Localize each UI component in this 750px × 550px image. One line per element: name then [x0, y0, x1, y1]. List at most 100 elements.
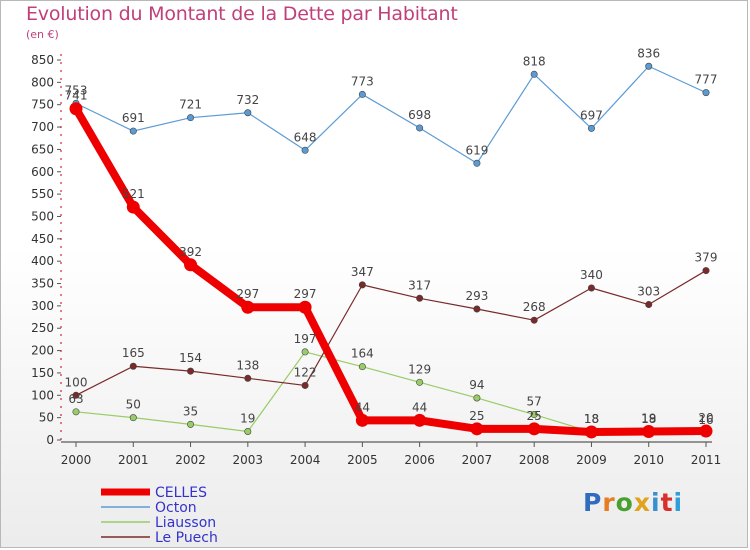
data-label: 18 [584, 412, 599, 426]
chart-unit: (en €) [26, 28, 59, 41]
y-tick-label: 50 [39, 411, 54, 425]
data-label: 25 [527, 409, 542, 423]
data-point [129, 362, 137, 370]
data-point [527, 422, 541, 436]
data-label: 648 [294, 130, 317, 144]
data-point [187, 114, 195, 122]
data-point [530, 411, 538, 419]
data-label: 18 [641, 412, 656, 426]
data-label: 100 [65, 375, 88, 389]
data-label: 697 [580, 108, 603, 122]
data-label: 698 [408, 108, 431, 122]
data-point [530, 70, 538, 78]
data-label: 20 [698, 411, 713, 425]
data-point [126, 200, 140, 214]
y-tick-label: 450 [31, 232, 54, 246]
proxiti-logo: Proxiti [583, 488, 683, 517]
data-label: 44 [355, 400, 370, 414]
data-label: 721 [179, 98, 202, 112]
data-point [301, 146, 309, 154]
y-tick-label: 600 [31, 165, 54, 179]
data-point [184, 258, 198, 272]
axes: 0501001502002503003504004505005506006507… [31, 53, 721, 467]
data-label: 18 [584, 412, 599, 426]
data-point [129, 127, 137, 135]
y-tick-label: 700 [31, 120, 54, 134]
y-tick-label: 350 [31, 277, 54, 291]
data-label: 19 [641, 412, 656, 426]
data-label: 691 [122, 111, 145, 125]
x-tick-label: 2007 [462, 453, 493, 467]
data-point [241, 300, 255, 314]
data-point [244, 109, 252, 117]
x-tick-label: 2011 [691, 453, 722, 467]
data-label: 25 [469, 409, 484, 423]
legend-label: Octon [155, 500, 197, 516]
data-label: 732 [236, 93, 259, 107]
data-label: 63 [68, 392, 83, 406]
y-tick-label: 0 [46, 433, 54, 447]
y-tick-label: 850 [31, 53, 54, 67]
chart-title: Evolution du Montant de la Dette par Hab… [26, 3, 458, 25]
data-label: 297 [294, 287, 317, 301]
data-label: 197 [294, 332, 317, 346]
data-point [413, 413, 427, 427]
data-label: 818 [523, 54, 546, 68]
data-point [416, 378, 424, 386]
y-tick-label: 550 [31, 187, 54, 201]
data-point [298, 300, 312, 314]
data-label: 164 [351, 347, 374, 361]
data-label: 303 [637, 285, 660, 299]
data-point [187, 420, 195, 428]
data-point [587, 124, 595, 132]
data-point [244, 374, 252, 382]
data-point [470, 422, 484, 436]
data-labels: 753 691 721 732 648 773 698 619 818 697 836 777 63 50… [65, 46, 718, 427]
data-point [72, 408, 80, 416]
x-tick-label: 2006 [404, 453, 435, 467]
data-point [473, 394, 481, 402]
data-point [473, 159, 481, 167]
legend-label: Liausson [155, 515, 216, 531]
data-point [530, 316, 538, 324]
data-point [69, 102, 83, 116]
data-label: 619 [465, 143, 488, 157]
data-point [355, 413, 369, 427]
data-point [702, 89, 710, 97]
data-point [416, 124, 424, 132]
logo-letter: x [633, 488, 651, 517]
data-label: 317 [408, 278, 431, 292]
data-point [645, 62, 653, 70]
series-layer [69, 62, 713, 439]
data-point [645, 301, 653, 309]
logo-letter: P [583, 488, 603, 517]
logo-letter: i [673, 488, 684, 517]
series-line-le-puech [75, 270, 707, 396]
y-tick-label: 750 [31, 98, 54, 112]
data-point [587, 284, 595, 292]
y-tick-label: 800 [31, 75, 54, 89]
data-point [72, 391, 80, 399]
data-label: 773 [351, 74, 374, 88]
data-label: 94 [469, 378, 484, 392]
x-tick-label: 2009 [576, 453, 607, 467]
data-label: 777 [695, 73, 718, 87]
data-label: 268 [523, 300, 546, 314]
data-point [358, 363, 366, 371]
data-label: 129 [408, 362, 431, 376]
series-line-celles [72, 106, 707, 436]
logo-letter: i [651, 488, 661, 517]
y-tick-label: 650 [31, 142, 54, 156]
x-tick-label: 2002 [175, 453, 206, 467]
data-point [699, 424, 713, 438]
y-tick-label: 500 [31, 209, 54, 223]
data-label: 154 [179, 351, 202, 365]
data-label: 521 [122, 187, 145, 201]
data-label: 19 [240, 412, 255, 426]
data-point [301, 381, 309, 389]
data-point [584, 425, 598, 439]
data-label: 44 [412, 400, 427, 414]
